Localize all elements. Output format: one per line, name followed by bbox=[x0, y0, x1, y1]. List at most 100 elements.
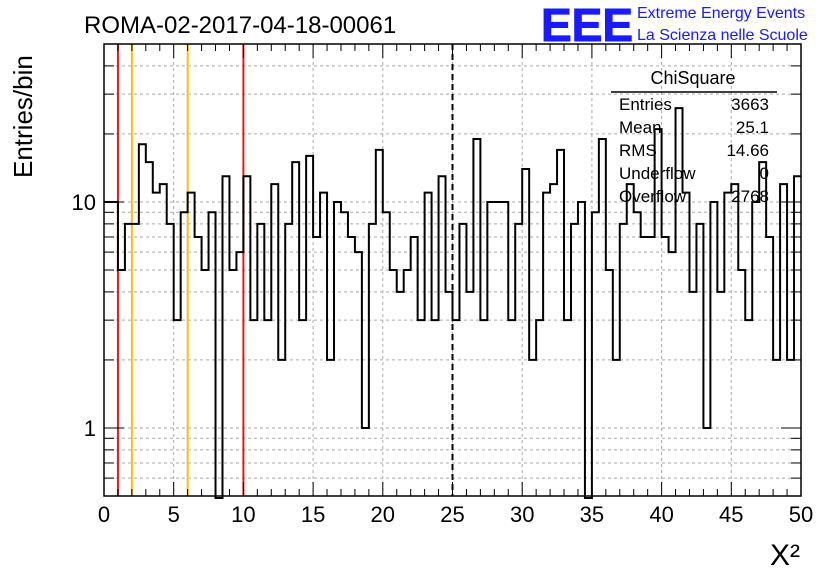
histogram-bin bbox=[153, 193, 160, 496]
histogram-bin bbox=[655, 129, 662, 496]
x-tick-label: 30 bbox=[510, 502, 534, 527]
histogram-bin bbox=[731, 184, 738, 496]
histogram-bin bbox=[606, 270, 613, 496]
stats-label: Entries bbox=[619, 95, 672, 114]
histogram-bin bbox=[508, 320, 515, 496]
histogram-bin bbox=[195, 237, 202, 496]
histogram-bin bbox=[111, 202, 118, 496]
histogram-bin bbox=[669, 252, 676, 496]
x-tick-label: 0 bbox=[98, 502, 110, 527]
run-title: ROMA-02-2017-04-18-00061 bbox=[84, 12, 396, 39]
stats-value: 0 bbox=[760, 164, 769, 183]
histogram-bin bbox=[627, 184, 634, 496]
histogram-bin bbox=[250, 320, 257, 496]
stats-label: Underflow bbox=[619, 164, 696, 183]
histogram-bin bbox=[341, 212, 348, 496]
histogram-bin bbox=[648, 237, 655, 496]
histogram-bin bbox=[543, 193, 550, 496]
histogram-bin bbox=[662, 237, 669, 496]
histogram-bin bbox=[494, 202, 501, 496]
histogram-bin bbox=[334, 202, 341, 496]
histogram-bin bbox=[564, 320, 571, 496]
histogram-bin bbox=[487, 202, 494, 496]
histogram-bin bbox=[306, 156, 313, 496]
histogram-bin bbox=[418, 320, 425, 496]
x-tick-label: 20 bbox=[371, 502, 395, 527]
x-tick-label: 25 bbox=[440, 502, 464, 527]
x-tick-label: 10 bbox=[231, 502, 255, 527]
histogram-bin bbox=[209, 212, 216, 496]
histogram-series bbox=[104, 107, 801, 499]
histogram-bin bbox=[641, 237, 648, 496]
histogram-bin bbox=[188, 193, 195, 496]
stats-value: 2768 bbox=[731, 187, 769, 206]
histogram-bin bbox=[578, 202, 585, 496]
y-tick-label: 1 bbox=[84, 416, 96, 441]
histogram-bin bbox=[453, 320, 460, 496]
histogram-bin bbox=[271, 184, 278, 496]
histogram-bin bbox=[236, 252, 243, 496]
x-tick-labels: 0 5 10 15 20 25 30 35 40 45 50 bbox=[98, 502, 813, 527]
histogram-bin bbox=[550, 184, 557, 496]
histogram-bin bbox=[780, 184, 787, 496]
histogram-bin bbox=[536, 320, 543, 496]
histogram-bin bbox=[446, 292, 453, 496]
histogram-bin bbox=[432, 320, 439, 496]
histogram-bin bbox=[466, 292, 473, 496]
y-axis-label: Entries/bin bbox=[8, 55, 38, 178]
histogram-bin bbox=[348, 237, 355, 496]
y-tick-label: 10 bbox=[72, 190, 96, 215]
histogram-bin bbox=[404, 270, 411, 496]
histogram-bin bbox=[599, 139, 606, 496]
stats-label: Mean bbox=[619, 118, 662, 137]
histogram-bin bbox=[480, 320, 487, 496]
logo-line-1: Extreme Energy Events bbox=[637, 5, 805, 22]
histogram-bin bbox=[592, 212, 599, 496]
histogram-bin bbox=[411, 237, 418, 496]
stats-value: 14.66 bbox=[726, 141, 769, 160]
stats-label: RMS bbox=[619, 141, 657, 160]
x-tick-label: 15 bbox=[301, 502, 325, 527]
histogram-bin bbox=[160, 184, 167, 496]
histogram-bin bbox=[425, 193, 432, 496]
histogram-bin bbox=[202, 270, 209, 496]
stats-label: Overflow bbox=[619, 187, 687, 206]
histogram-bin bbox=[634, 212, 641, 496]
histogram-bin bbox=[522, 169, 529, 496]
histogram-bin bbox=[724, 193, 731, 496]
histogram-bin bbox=[104, 202, 111, 496]
stats-value: 25.1 bbox=[736, 118, 769, 137]
histogram-bin bbox=[264, 320, 271, 496]
y-tick-labels: 1 10 bbox=[72, 190, 96, 441]
histogram-bin bbox=[745, 320, 752, 496]
histogram-bin bbox=[299, 320, 306, 496]
histogram-bin bbox=[383, 212, 390, 496]
stats-box: ChiSquare Entries 3663 Mean 25.1 RMS 14.66 Und… bbox=[611, 68, 777, 206]
x-tick-label: 40 bbox=[649, 502, 673, 527]
histogram-bin bbox=[181, 212, 188, 496]
x-tick-label: 5 bbox=[168, 502, 180, 527]
x-axis-label: X² bbox=[770, 539, 800, 572]
histogram-bin bbox=[752, 202, 759, 496]
logo-line-2: La Scienza nelle Scuole bbox=[637, 27, 808, 44]
logo-mark: EEE bbox=[541, 0, 633, 51]
histogram-bin bbox=[473, 139, 480, 496]
x-tick-label: 50 bbox=[789, 502, 813, 527]
x-tick-label: 35 bbox=[580, 502, 604, 527]
histogram-bin bbox=[397, 292, 404, 496]
histogram-bin bbox=[174, 320, 181, 496]
x-tick-label: 45 bbox=[719, 502, 743, 527]
histogram-bin bbox=[689, 292, 696, 496]
stats-title: ChiSquare bbox=[650, 68, 735, 88]
histogram-bin bbox=[501, 202, 508, 496]
histogram-bin bbox=[229, 270, 236, 496]
histogram-bin bbox=[313, 237, 320, 496]
histogram-bin bbox=[683, 193, 690, 496]
histogram-bin bbox=[355, 252, 362, 496]
histogram-bin bbox=[766, 237, 773, 496]
stats-value: 3663 bbox=[731, 95, 769, 114]
histogram-bin bbox=[738, 270, 745, 496]
axis-ticks bbox=[103, 43, 802, 496]
histogram-bin bbox=[118, 270, 125, 496]
